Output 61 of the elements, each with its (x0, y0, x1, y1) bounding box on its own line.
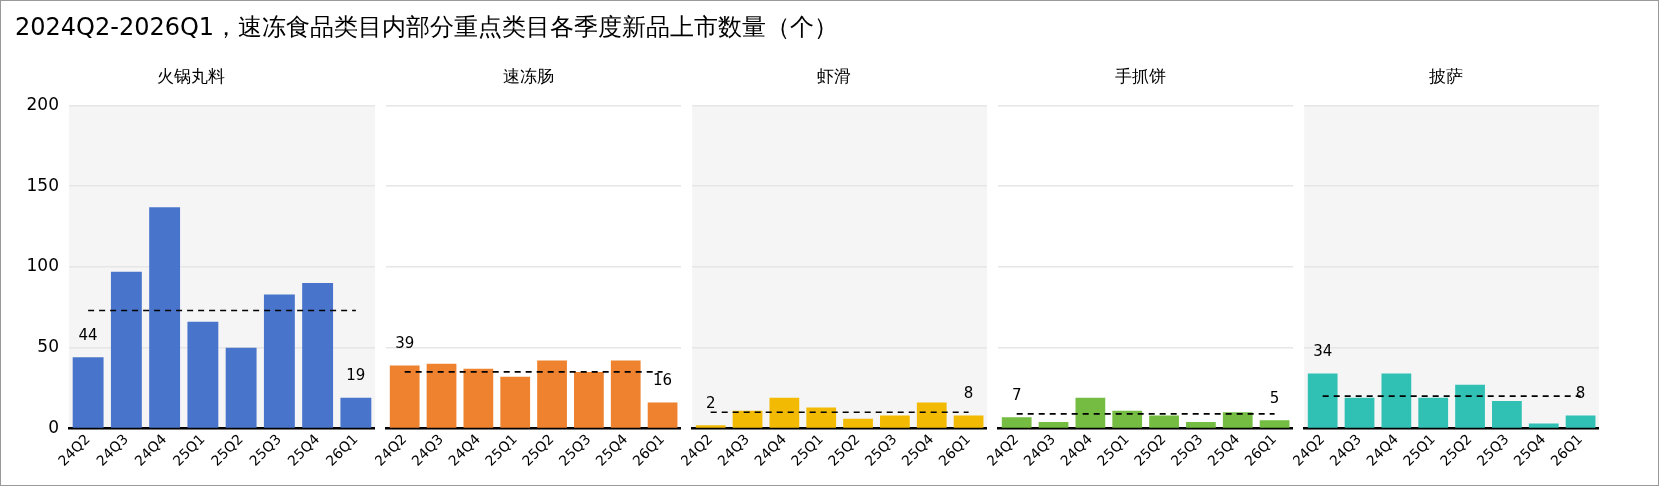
y-tick-label: 50 (37, 336, 59, 357)
bar (574, 371, 604, 428)
bar (1528, 423, 1559, 428)
bar (225, 347, 257, 428)
bar (1001, 417, 1032, 428)
chart-subtitle: 手抓饼 (1114, 65, 1166, 86)
data-label: 2 (705, 393, 716, 412)
bar (463, 368, 494, 428)
bar (610, 360, 641, 428)
bar (806, 407, 837, 428)
bar (187, 321, 219, 428)
bar (769, 397, 800, 428)
bar (880, 415, 910, 428)
chart-subtitle: 速冻肠 (502, 65, 554, 86)
bar (537, 360, 567, 428)
bar (263, 294, 295, 428)
bar (1186, 421, 1216, 428)
bar (1492, 400, 1522, 428)
chart-subtitle: 火锅丸料 (157, 65, 225, 86)
y-tick-label: 150 (26, 174, 59, 195)
bar (1565, 415, 1596, 428)
y-tick-label: 0 (48, 416, 59, 437)
data-label: 19 (346, 366, 366, 385)
bar (843, 418, 873, 428)
data-label: 39 (395, 333, 415, 352)
data-label: 8 (1575, 383, 1586, 402)
y-tick-label: 200 (26, 93, 59, 114)
bar (389, 365, 420, 428)
bar (302, 283, 334, 428)
bar (1112, 410, 1143, 428)
bar (1455, 384, 1485, 428)
data-label: 44 (78, 325, 98, 344)
bar (149, 207, 181, 428)
data-label: 5 (1269, 388, 1280, 407)
bar (732, 410, 763, 428)
bar (1344, 397, 1375, 428)
bar (110, 271, 142, 428)
text: 2024Q2-2026Q1，速冻食品类目内部分重点类目各季度新品上市数量（个） (15, 13, 839, 41)
bar (695, 425, 726, 428)
bar (916, 402, 947, 428)
data-label: 34 (1313, 341, 1333, 360)
bar (1381, 373, 1412, 428)
bar (500, 376, 531, 428)
bar (72, 357, 104, 428)
data-label: 8 (963, 383, 974, 402)
bar (953, 415, 984, 428)
y-tick-label: 100 (26, 255, 59, 276)
chart-subtitle: 虾滑 (817, 65, 851, 86)
bar (647, 402, 678, 428)
bar (340, 397, 372, 428)
bar (1149, 415, 1179, 428)
bar (1259, 420, 1290, 428)
bar (1222, 412, 1253, 428)
data-label: 16 (653, 370, 673, 389)
bar (1075, 397, 1106, 428)
bar (1418, 397, 1449, 428)
bar (426, 363, 457, 428)
bar (1038, 421, 1069, 428)
bar (1307, 373, 1338, 428)
data-label: 7 (1011, 385, 1022, 404)
chart-subtitle: 披萨 (1429, 65, 1463, 86)
